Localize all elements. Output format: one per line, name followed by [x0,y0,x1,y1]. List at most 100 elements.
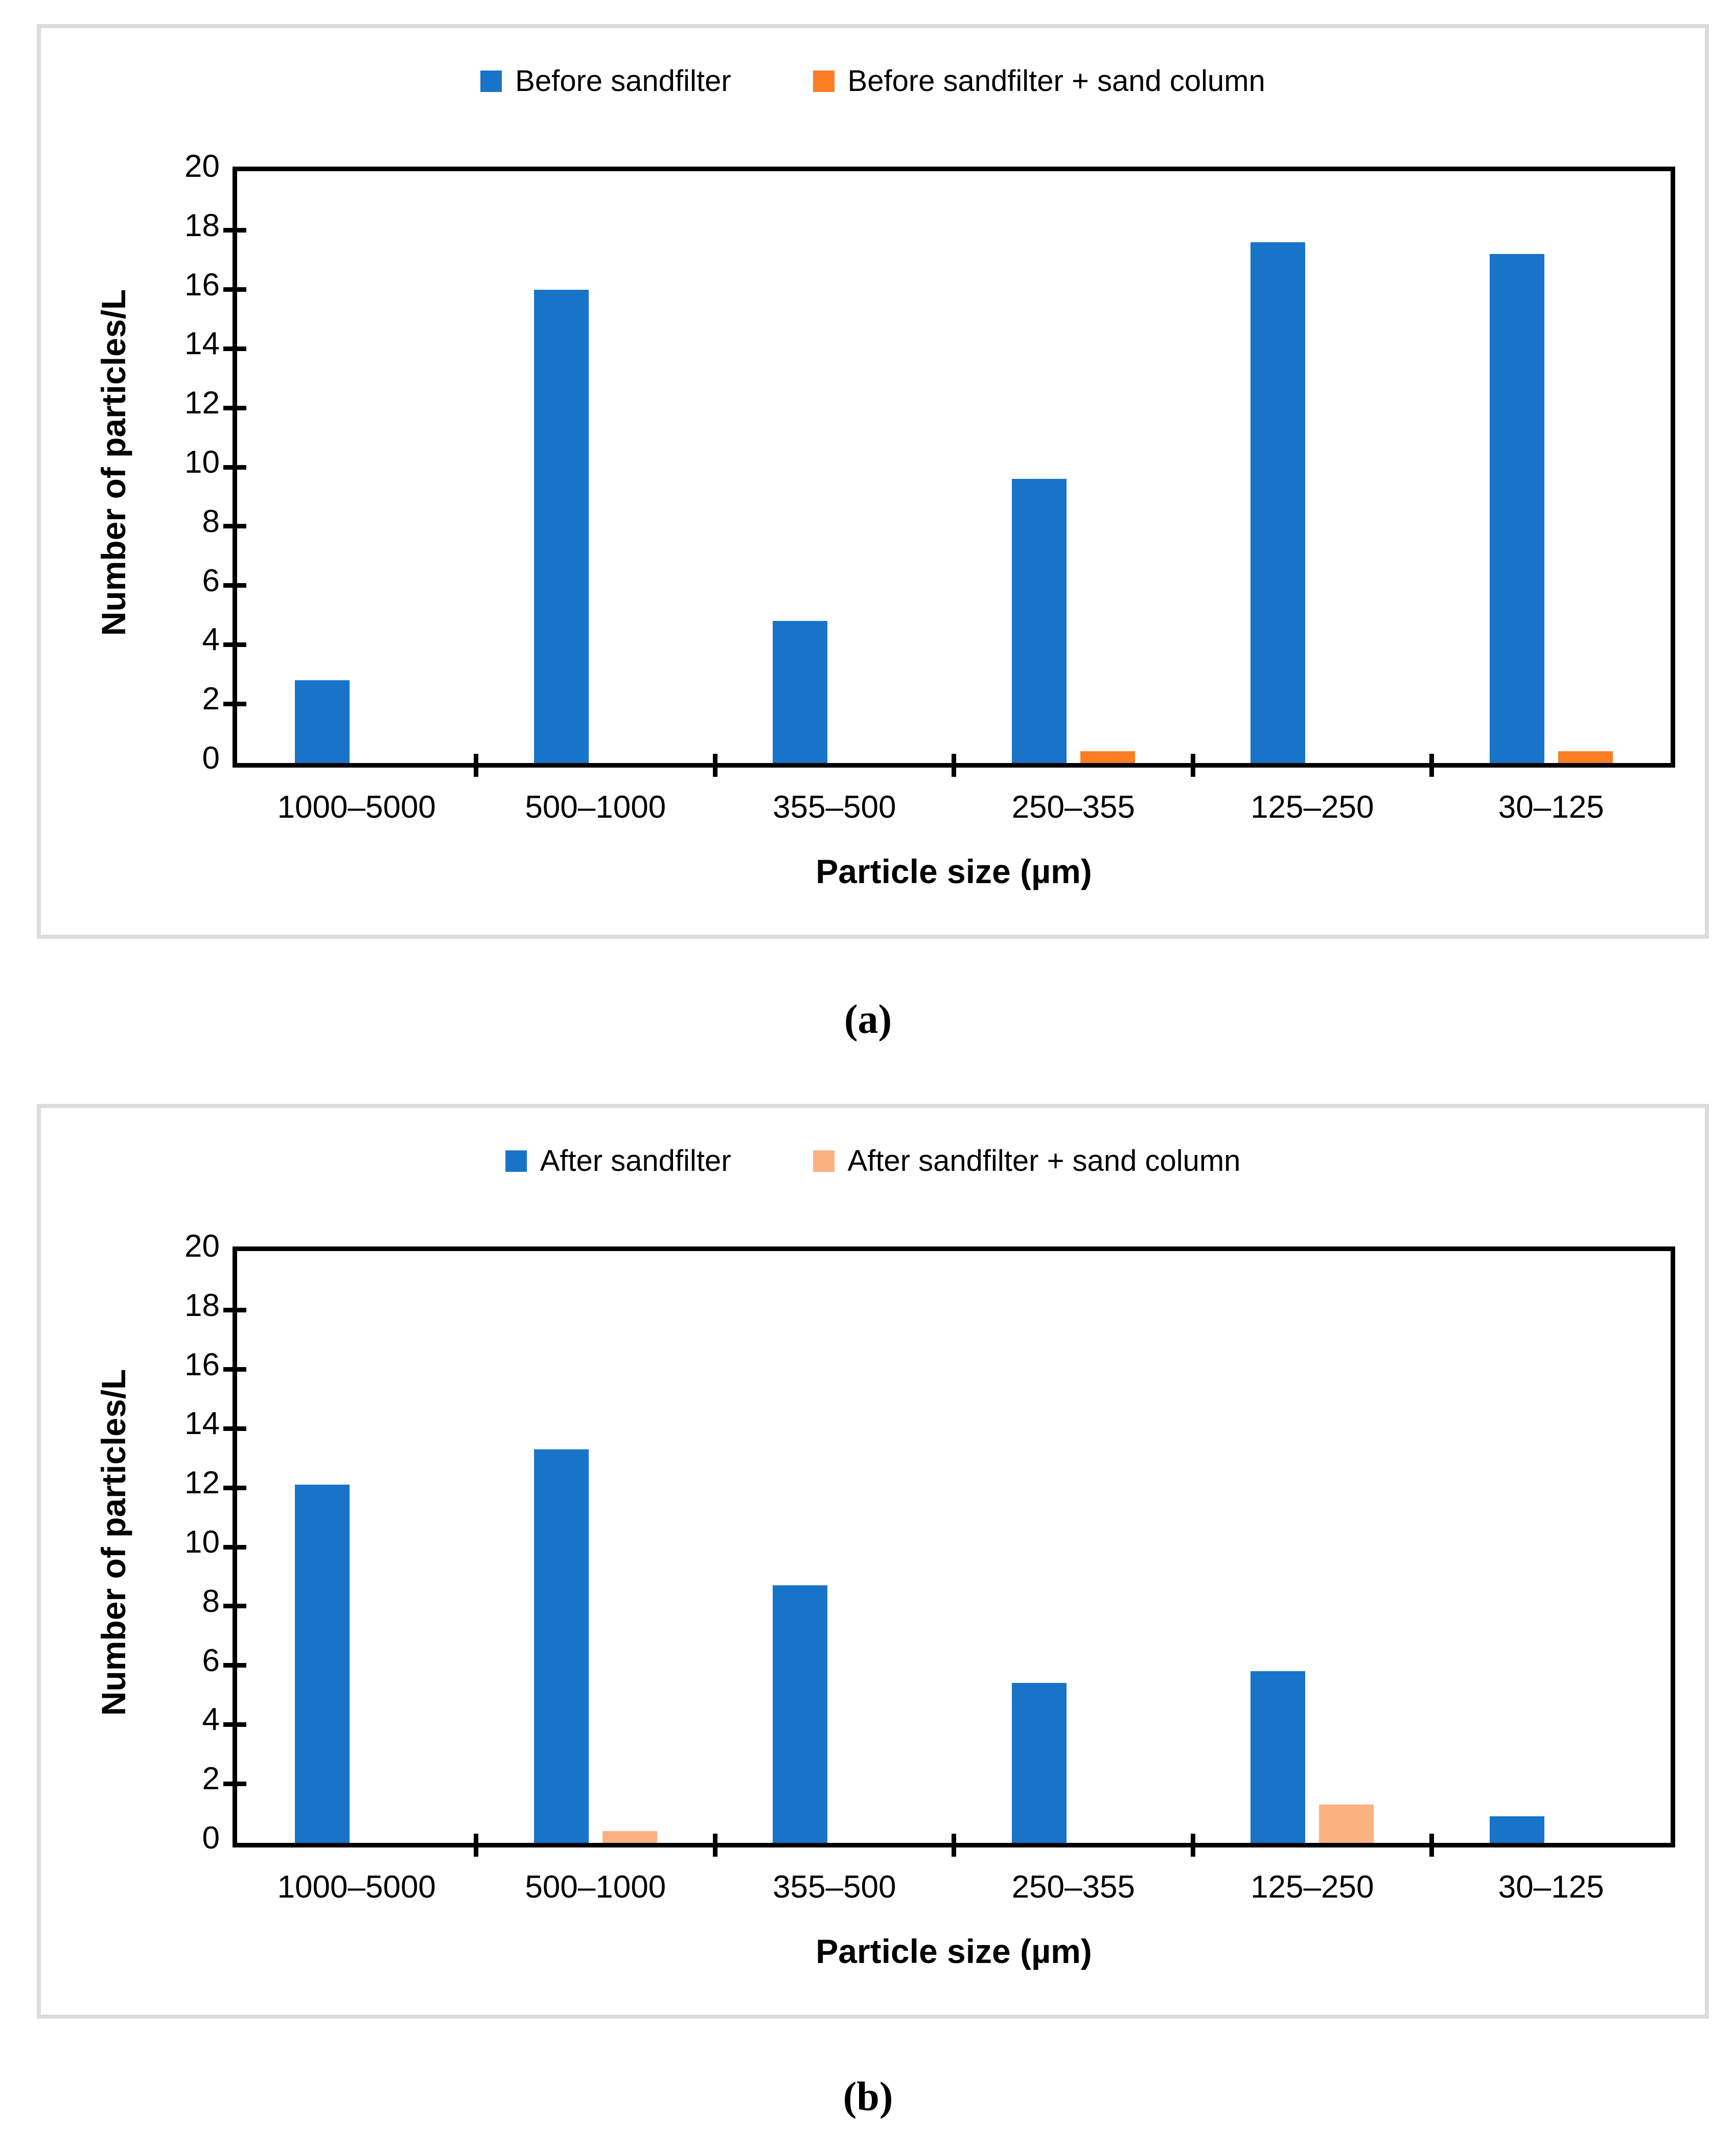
x-tick-label: 1000–5000 [277,790,436,825]
y-tick-mark [223,1604,246,1609]
caption-a: (a) [844,997,892,1042]
legend-item: After sandfilter [505,1146,731,1176]
bar-series-1 [1489,1816,1544,1843]
legend-label: Before sandfilter [515,64,731,98]
y-tick-mark [223,1663,246,1668]
x-tick-mark [1190,1834,1195,1857]
y-tick-mark [223,228,246,233]
y-tick-label: 10 [184,1524,220,1560]
x-tick-label: 250–355 [1011,1869,1135,1905]
legend-label: Before sandfilter + sand column [847,64,1265,98]
x-tick-mark [1190,754,1195,777]
legend-swatch-icon [813,1150,835,1172]
y-tick-mark [223,346,246,351]
y-tick-label: 6 [202,563,220,598]
y-tick-mark [223,583,246,588]
y-tick-label: 8 [202,503,220,539]
chart-panel-b: After sandfilter After sandfilter + sand … [37,1104,1709,2019]
bar-series-2 [1319,1804,1374,1843]
x-tick-label: 30–125 [1498,1869,1604,1905]
bar-series-2 [1558,751,1613,763]
y-tick-mark [223,1781,246,1786]
y-tick-mark [223,1722,246,1727]
x-tick-mark [1429,1834,1434,1857]
x-tick-label: 355–500 [773,790,896,825]
plot-area [223,167,1675,777]
y-tick-mark [223,1544,246,1550]
y-tick-mark [223,524,246,529]
bar-series-1 [1011,1683,1067,1843]
x-tick-label: 125–250 [1251,1869,1374,1905]
legend-swatch-icon [505,1150,527,1172]
y-axis-tick-labels: 0 2 4 6 8 10 12 14 16 18 20 [112,28,220,935]
y-tick-label: 6 [202,1643,220,1678]
bar-series-1 [534,1449,589,1843]
x-tick-mark [712,1834,717,1857]
y-tick-label: 12 [184,385,220,421]
y-tick-label: 0 [202,741,220,776]
bar-series-1 [773,621,828,763]
x-tick-label: 355–500 [773,1869,896,1905]
y-tick-mark [223,465,246,470]
chart-a-legend: Before sandfilter Before sandfilter + san… [41,66,1705,96]
y-tick-mark [223,405,246,410]
y-tick-mark [223,642,246,647]
y-tick-label: 10 [184,445,220,480]
plot-area [223,1246,1675,1857]
legend-swatch-icon [480,71,502,92]
y-tick-label: 14 [184,326,220,362]
legend-label: After sandfilter + sand column [847,1144,1241,1177]
x-axis-title: Particle size (µm) [816,1932,1092,1970]
y-tick-label: 2 [202,681,220,717]
x-tick-mark [1429,754,1434,777]
legend-item: Before sandfilter [480,66,731,96]
legend-label: After sandfilter [540,1144,731,1177]
y-tick-label: 8 [202,1583,220,1619]
bar-series-1 [773,1585,828,1843]
y-tick-label: 12 [184,1465,220,1501]
bar-series-1 [1251,1671,1306,1843]
x-tick-mark [474,754,478,777]
bar-series-1 [295,680,350,763]
y-tick-mark [223,1367,246,1372]
y-tick-label: 2 [202,1761,220,1797]
y-tick-label: 4 [202,622,220,658]
x-tick-mark [712,754,717,777]
bar-series-1 [534,289,589,763]
bar-series-2 [602,1831,657,1843]
y-tick-label: 20 [184,149,220,184]
x-tick-label: 30–125 [1498,790,1604,825]
bar-series-2 [1080,751,1135,763]
legend-swatch-icon [813,71,835,92]
y-tick-label: 18 [184,1287,220,1323]
y-tick-mark [223,1485,246,1490]
y-tick-mark [223,287,246,292]
x-axis-category-labels: 1000–5000 500–1000 355–500 250–355 125–250 30… [237,791,1671,826]
y-tick-label: 4 [202,1702,220,1738]
caption-b: (b) [843,2074,893,2119]
x-tick-label: 1000–5000 [277,1869,436,1905]
bar-series-1 [1011,479,1067,763]
x-tick-mark [952,754,956,777]
y-tick-mark [223,1308,246,1313]
x-tick-mark [952,1834,956,1857]
y-tick-label: 16 [184,1347,220,1382]
bar-series-1 [295,1485,350,1843]
legend-item: After sandfilter + sand column [813,1144,1241,1177]
y-tick-label: 18 [184,207,220,243]
y-tick-mark [223,1426,246,1431]
chart-b-legend: After sandfilter After sandfilter + sand … [41,1146,1705,1176]
x-axis-category-labels: 1000–5000 500–1000 355–500 250–355 125–250 30… [237,1870,1671,1906]
x-tick-label: 250–355 [1011,790,1135,825]
chart-panel-a: Before sandfilter Before sandfilter + san… [37,24,1709,939]
x-tick-label: 125–250 [1251,790,1374,825]
x-tick-label: 500–1000 [525,1869,666,1905]
bar-series-1 [1489,254,1544,763]
legend-item: Before sandfilter + sand column [813,66,1265,96]
y-axis-tick-labels: 0 2 4 6 8 10 12 14 16 18 20 [112,1108,220,2015]
y-tick-label: 16 [184,267,220,303]
y-tick-label: 0 [202,1820,220,1856]
bar-series-1 [1251,242,1306,763]
y-tick-label: 14 [184,1406,220,1442]
